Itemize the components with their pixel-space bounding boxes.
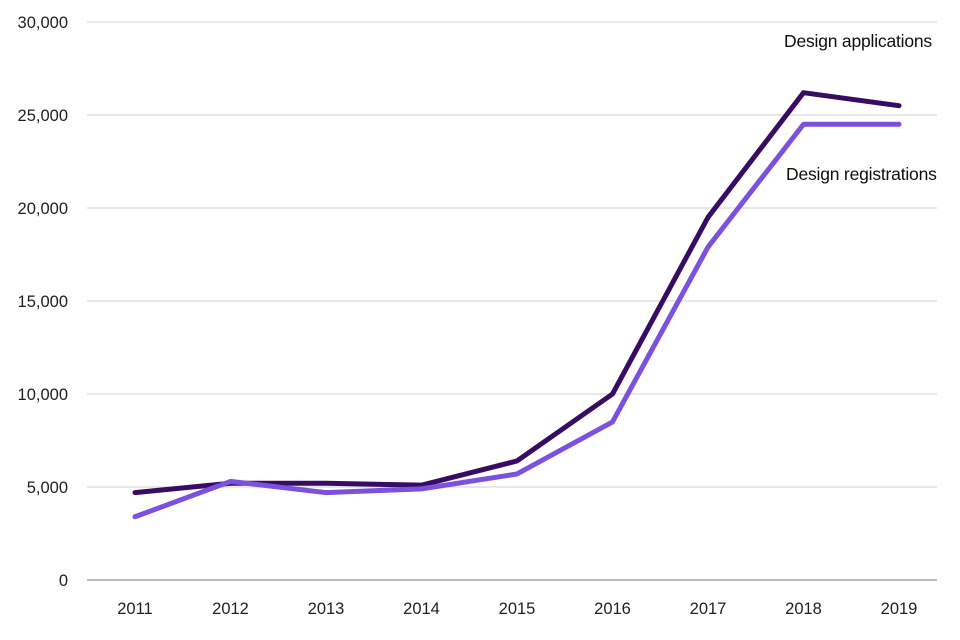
- y-tick-label: 20,000: [18, 200, 68, 218]
- y-tick-label: 30,000: [18, 14, 68, 32]
- y-tick-label: 10,000: [18, 386, 68, 404]
- x-tick-label: 2018: [785, 600, 822, 618]
- x-tick-label: 2012: [212, 600, 249, 618]
- series-line-design-registrations: [132, 121, 902, 520]
- series-label-design-registrations: Design registrations: [786, 164, 937, 184]
- x-tick-label: 2019: [881, 600, 918, 618]
- y-tick-label: 5,000: [27, 479, 68, 497]
- series-label-design-applications: Design applications: [784, 31, 932, 51]
- y-tick-label: 0: [59, 572, 68, 590]
- x-tick-label: 2014: [403, 600, 440, 618]
- y-tick-label: 25,000: [18, 107, 68, 125]
- x-tick-label: 2015: [499, 600, 536, 618]
- x-tick-label: 2016: [594, 600, 631, 618]
- y-tick-label: 15,000: [18, 293, 68, 311]
- x-tick-label: 2013: [308, 600, 345, 618]
- x-tick-label: 2017: [690, 600, 727, 618]
- x-tick-label: 2011: [117, 600, 152, 618]
